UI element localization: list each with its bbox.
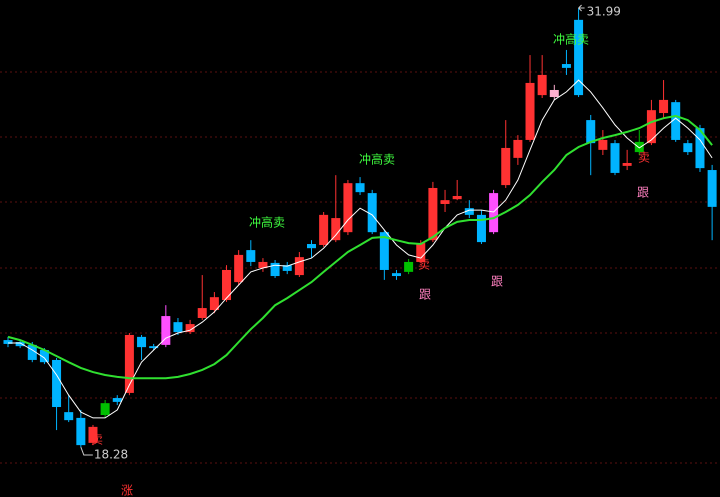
candle-body — [52, 359, 62, 408]
candle-body — [404, 261, 414, 272]
candle-body — [100, 403, 110, 416]
candle-body — [331, 218, 341, 241]
candle-body — [428, 187, 438, 241]
candle-body — [15, 342, 25, 347]
candle-body — [440, 200, 450, 204]
candle-body — [513, 139, 523, 158]
candle-body — [246, 250, 256, 262]
high-leader — [578, 4, 585, 12]
candle-body — [537, 74, 547, 96]
moving-average-line — [7, 114, 713, 380]
candle-body — [355, 183, 365, 193]
candle-body — [3, 340, 13, 344]
candle-body — [464, 208, 474, 215]
annotation: 冲高卖 — [553, 32, 589, 47]
annotation: 跟 — [419, 288, 431, 302]
grid — [0, 71, 720, 464]
annotation: 跟 — [637, 186, 649, 200]
candle-body — [695, 128, 705, 169]
moving-average-line — [8, 79, 713, 419]
candle-body — [452, 195, 462, 200]
candle-body — [88, 426, 98, 443]
candle-body — [646, 110, 656, 144]
candle-body — [379, 232, 389, 270]
candle-body — [124, 334, 134, 393]
candle-body — [671, 102, 681, 140]
candle-body — [574, 19, 584, 96]
candle-body — [234, 254, 244, 283]
candle-body — [282, 265, 292, 271]
candle-body — [185, 324, 195, 333]
candle-body — [598, 139, 608, 150]
candle-body — [149, 346, 159, 349]
candle-body — [683, 143, 693, 153]
candle-body — [64, 412, 74, 421]
annotation: 卖 — [91, 433, 103, 447]
annotation: 涨 — [121, 483, 133, 497]
candle-body — [270, 262, 280, 277]
candle-body — [634, 141, 644, 153]
candle-body — [209, 297, 219, 310]
candle-body — [222, 269, 232, 301]
candle-body — [307, 244, 316, 249]
candle-body — [294, 257, 304, 276]
candle-body — [39, 350, 49, 363]
candle-body — [137, 336, 147, 348]
annotation: 冲高卖 — [249, 215, 285, 230]
candle-body — [173, 322, 183, 333]
annotation: 卖 — [638, 151, 650, 165]
candle-body — [707, 170, 717, 207]
candle-body — [161, 316, 171, 345]
candle-body — [501, 147, 511, 186]
candle-body — [525, 82, 535, 140]
candle-body — [367, 193, 377, 233]
candle-body — [622, 162, 632, 166]
candle-body — [319, 214, 329, 245]
candle-body — [549, 89, 559, 98]
annotation: 跟 — [491, 275, 503, 289]
annotation: 卖 — [418, 258, 430, 272]
candle-body — [586, 120, 596, 144]
annotation: 冲高卖 — [359, 152, 395, 167]
candle-body — [391, 273, 401, 277]
candle-body — [258, 261, 268, 269]
candle-body — [112, 398, 122, 402]
candle-body — [659, 99, 669, 114]
low-label: 18.28 — [94, 448, 128, 462]
candle-body — [561, 64, 571, 68]
candle-body — [476, 214, 486, 243]
low-leader — [80, 446, 93, 456]
candle-body — [489, 193, 499, 233]
high-label: 31.99 — [587, 5, 621, 19]
candle-body — [343, 183, 353, 233]
candle-body — [27, 344, 37, 360]
candle-body — [416, 243, 426, 262]
candle-body — [76, 417, 86, 446]
candle-body — [197, 308, 207, 318]
candle-body — [610, 143, 620, 173]
